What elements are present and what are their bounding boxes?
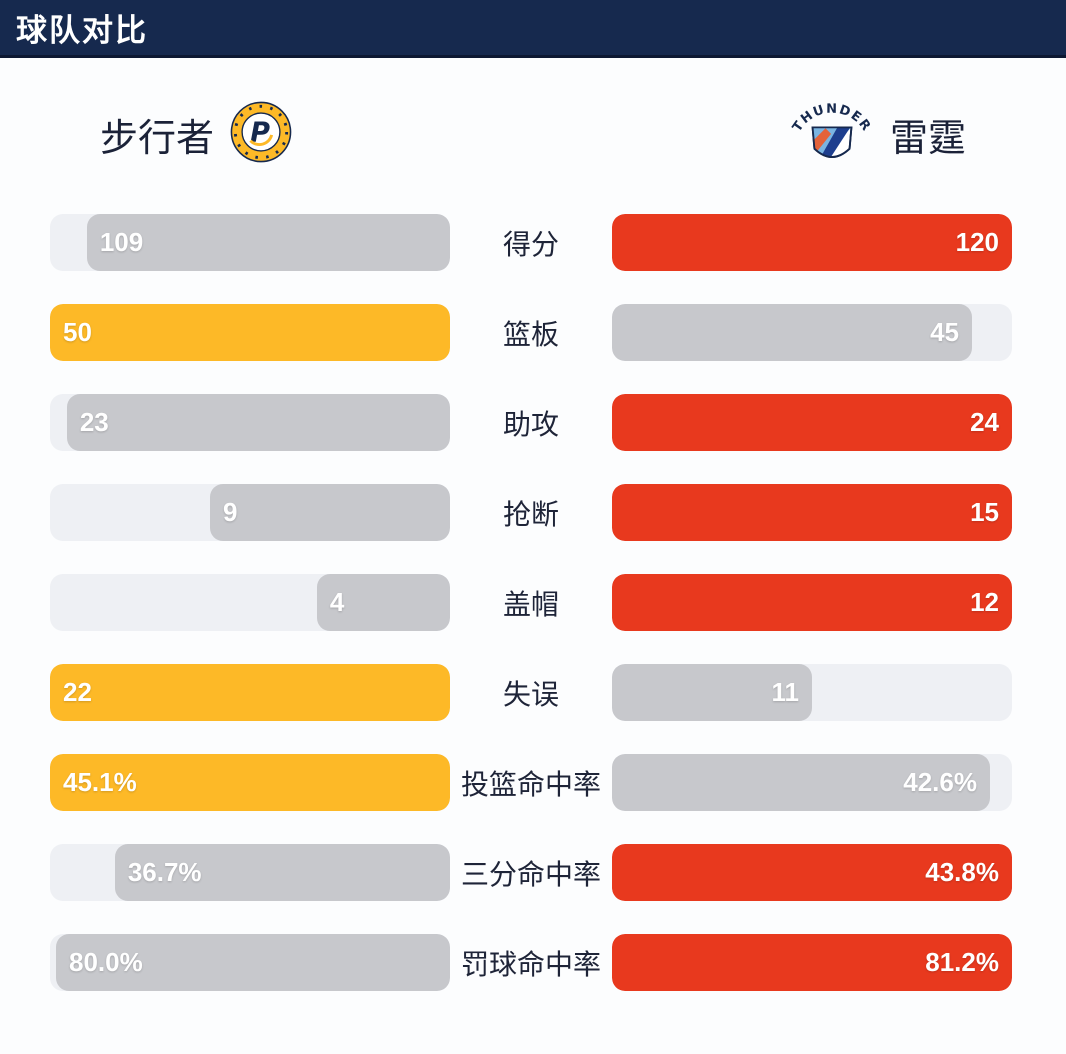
stat-label: 罚球命中率 [460, 948, 601, 980]
right-bar-track: 11 [612, 664, 1012, 721]
right-bar-fill: 42.6% [612, 754, 990, 811]
team-right-name: 雷霆 [889, 117, 966, 160]
right-bar-fill: 81.2% [612, 934, 1012, 991]
right-bar-fill: 15 [612, 484, 1012, 541]
stat-row: 109 得分 120 [0, 214, 1066, 271]
stat-label: 篮板 [502, 318, 559, 350]
left-bar-value: 4 [329, 587, 345, 617]
left-bar-value: 36.7% [127, 857, 202, 887]
stat-label: 得分 [502, 228, 559, 260]
stats-comparison-list: 109 得分 120 50 篮板 45 [0, 214, 1066, 1024]
left-bar-value: 9 [223, 497, 238, 527]
right-bar-value: 42.6% [903, 767, 977, 797]
right-bar-track: 24 [612, 394, 1012, 451]
stat-row: 23 助攻 24 [0, 394, 1066, 451]
right-bar-value: 15 [970, 497, 999, 527]
stat-label: 三分命中率 [460, 858, 601, 890]
team-left: 步行者 P [100, 98, 292, 170]
stat-label: 抢断 [502, 498, 559, 530]
pacers-logo-icon: P [230, 101, 292, 168]
left-bar-value: 109 [99, 227, 144, 257]
left-bar-fill: 109 [86, 214, 450, 271]
right-bar-value: 24 [970, 407, 999, 437]
right-bar-track: 45 [612, 304, 1012, 361]
left-bar-value: 45.1% [63, 767, 137, 797]
right-bar-value: 12 [970, 587, 999, 617]
left-bar-value: 22 [63, 677, 92, 707]
right-bar-track: 120 [612, 214, 1012, 271]
left-bar-value: 50 [63, 317, 92, 347]
right-bar-track: 12 [612, 574, 1012, 631]
stat-label: 盖帽 [502, 588, 559, 620]
right-bar-fill: 120 [612, 214, 1012, 271]
right-bar-track: 15 [612, 484, 1012, 541]
left-bar-track: 9 [50, 484, 450, 541]
right-bar-value: 43.8% [925, 857, 999, 887]
left-bar-track: 22 [50, 664, 450, 721]
right-bar-value: 81.2% [925, 947, 999, 977]
thunder-logo-icon: THUNDER [790, 95, 874, 174]
right-bar-value: 120 [955, 227, 999, 257]
right-bar-track: 81.2% [612, 934, 1012, 991]
left-bar-track: 80.0% [50, 934, 450, 991]
stat-row: 80.0% 罚球命中率 81.2% [0, 934, 1066, 991]
stat-row: 45.1% 投篮命中率 42.6% [0, 754, 1066, 811]
stat-row: 22 失误 11 [0, 664, 1066, 721]
header-bar: 球队对比 [0, 0, 1066, 58]
stat-row: 9 抢断 15 [0, 484, 1066, 541]
right-bar-fill: 43.8% [612, 844, 1012, 901]
left-bar-fill: 9 [210, 484, 450, 541]
left-bar-fill: 4 [316, 574, 450, 631]
left-bar-value: 23 [79, 407, 109, 437]
left-bar-fill: 22 [50, 664, 450, 721]
left-bar-track: 50 [50, 304, 450, 361]
team-header-row: 步行者 P [0, 98, 1066, 170]
left-bar-fill: 45.1% [50, 754, 450, 811]
stat-label: 助攻 [502, 408, 559, 440]
left-bar-track: 45.1% [50, 754, 450, 811]
left-bar-value: 80.0% [69, 947, 143, 977]
left-bar-track: 36.7% [50, 844, 450, 901]
left-bar-track: 109 [50, 214, 450, 271]
stat-row: 4 盖帽 12 [0, 574, 1066, 631]
stat-label: 投篮命中率 [460, 768, 601, 800]
left-bar-fill: 36.7% [114, 844, 450, 901]
right-bar-fill: 12 [612, 574, 1012, 631]
left-bar-fill: 80.0% [56, 934, 450, 991]
left-bar-fill: 50 [50, 304, 450, 361]
team-left-name: 步行者 [100, 117, 215, 160]
left-bar-fill: 23 [66, 394, 450, 451]
left-bar-track: 4 [50, 574, 450, 631]
right-bar-fill: 11 [612, 664, 812, 721]
stat-row: 36.7% 三分命中率 43.8% [0, 844, 1066, 901]
stat-row: 50 篮板 45 [0, 304, 1066, 361]
right-bar-track: 43.8% [612, 844, 1012, 901]
left-bar-track: 23 [50, 394, 450, 451]
right-bar-value: 11 [771, 677, 800, 707]
right-bar-fill: 24 [612, 394, 1012, 451]
right-bar-track: 42.6% [612, 754, 1012, 811]
svg-text:P: P [250, 117, 270, 148]
right-bar-value: 45 [930, 317, 959, 347]
stat-label: 失误 [502, 678, 559, 710]
page-title: 球队对比 [16, 13, 148, 48]
right-bar-fill: 45 [612, 304, 972, 361]
team-right: THUNDER 雷霆 [790, 98, 966, 170]
